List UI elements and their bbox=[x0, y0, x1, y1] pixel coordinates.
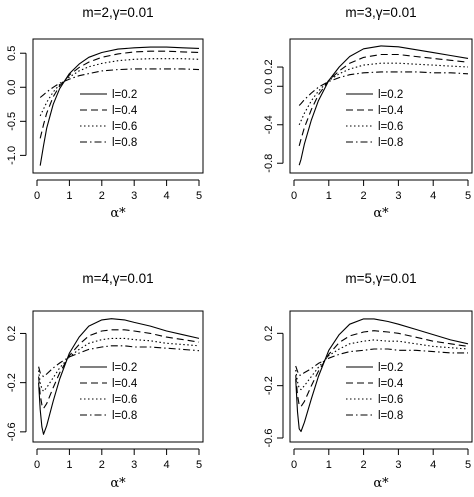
x-tick-label: 2 bbox=[99, 459, 105, 471]
x-tick-label: 4 bbox=[164, 190, 170, 202]
panel-title: m=2,γ=0.01 bbox=[82, 5, 153, 20]
legend-label: l=0.4 bbox=[378, 105, 404, 117]
x-tick-label: 2 bbox=[99, 190, 105, 202]
x-tick-label: 3 bbox=[395, 190, 401, 202]
series-line-4 bbox=[38, 345, 200, 378]
plot-frame bbox=[289, 38, 473, 174]
x-axis-label: α* bbox=[373, 476, 389, 491]
y-tick-label: -1.0 bbox=[6, 146, 18, 165]
series-line-2 bbox=[39, 50, 200, 139]
series-line-1 bbox=[38, 318, 200, 435]
x-tick-label: 3 bbox=[131, 459, 137, 471]
x-tick-label: 0 bbox=[291, 459, 297, 471]
x-axis-label: α* bbox=[110, 206, 126, 221]
y-tick-label: 0.0 bbox=[6, 80, 18, 95]
series-line-3 bbox=[295, 339, 469, 391]
legend-label: l=0.8 bbox=[378, 410, 403, 422]
legend-label: l=0.8 bbox=[112, 410, 137, 422]
x-tick-label: 2 bbox=[361, 459, 367, 471]
legend-label: l=0.6 bbox=[378, 121, 403, 133]
series-line-4 bbox=[39, 68, 200, 98]
x-tick-label: 4 bbox=[164, 459, 170, 471]
y-tick-label: -0.8 bbox=[263, 154, 275, 173]
x-tick-label: 2 bbox=[361, 190, 367, 202]
y-tick-label: -0.6 bbox=[6, 422, 18, 441]
panel-title: m=5,γ=0.01 bbox=[345, 271, 416, 286]
y-tick-label: -0.2 bbox=[263, 376, 275, 395]
x-tick-label: 1 bbox=[326, 459, 332, 471]
series-line-1 bbox=[295, 318, 469, 433]
legend-label: l=0.2 bbox=[378, 362, 403, 374]
x-tick-label: 5 bbox=[196, 459, 202, 471]
legend-label: l=0.8 bbox=[378, 137, 403, 149]
x-tick-label: 1 bbox=[326, 190, 332, 202]
series-line-3 bbox=[38, 337, 200, 392]
legend-label: l=0.6 bbox=[378, 394, 403, 406]
panel-2: m=3,γ=0.010 1 2 3 4 5-0.8-0.40.00.2α*l=0.2l=0… bbox=[263, 5, 473, 221]
legend-label: l=0.4 bbox=[112, 105, 138, 117]
y-tick-label: 0.2 bbox=[6, 326, 18, 341]
x-tick-label: 5 bbox=[465, 190, 471, 202]
y-tick-label: 0.2 bbox=[263, 59, 275, 74]
panel-title: m=3,γ=0.01 bbox=[345, 5, 416, 20]
legend-label: l=0.4 bbox=[378, 378, 404, 390]
y-tick-label: -0.5 bbox=[6, 112, 18, 131]
x-tick-label: 0 bbox=[291, 190, 297, 202]
legend-label: l=0.6 bbox=[112, 394, 137, 406]
x-tick-label: 0 bbox=[34, 190, 40, 202]
legend-label: l=0.2 bbox=[378, 89, 403, 101]
x-tick-label: 1 bbox=[66, 190, 72, 202]
series-line-3 bbox=[298, 62, 469, 126]
plot-frame bbox=[289, 310, 473, 443]
series-line-2 bbox=[295, 330, 469, 408]
legend-label: l=0.8 bbox=[112, 137, 137, 149]
x-tick-label: 3 bbox=[131, 190, 137, 202]
legend-label: l=0.2 bbox=[112, 89, 137, 101]
x-axis-label: α* bbox=[110, 476, 126, 491]
legend: l=0.2 l=0.4 l=0.6 l=0.8 bbox=[80, 362, 138, 422]
series-line-1 bbox=[298, 45, 469, 166]
legend-label: l=0.4 bbox=[112, 378, 138, 390]
x-tick-label: 1 bbox=[66, 459, 72, 471]
y-tick-label: -0.6 bbox=[263, 429, 275, 448]
x-tick-label: 4 bbox=[430, 459, 436, 471]
legend: l=0.2 l=0.4 l=0.6 l=0.8 bbox=[346, 89, 404, 149]
legend-label: l=0.6 bbox=[112, 121, 137, 133]
x-tick-label: 5 bbox=[196, 190, 202, 202]
y-tick-label: -0.4 bbox=[263, 115, 275, 134]
legend: l=0.2 l=0.4 l=0.6 l=0.8 bbox=[346, 362, 404, 422]
y-tick-label: -0.2 bbox=[6, 373, 18, 392]
series-line-3 bbox=[39, 58, 200, 117]
series-line-2 bbox=[38, 329, 200, 410]
x-axis-label: α* bbox=[373, 206, 389, 221]
x-tick-label: 0 bbox=[34, 459, 40, 471]
plot-frame bbox=[32, 310, 204, 443]
series-line-4 bbox=[298, 71, 469, 106]
series-line-1 bbox=[39, 46, 200, 166]
x-tick-label: 5 bbox=[465, 459, 471, 471]
plot-frame bbox=[32, 38, 204, 174]
series-line-4 bbox=[295, 348, 468, 376]
x-tick-label: 3 bbox=[395, 459, 401, 471]
y-tick-label: 0.2 bbox=[263, 326, 275, 341]
x-tick-label: 4 bbox=[430, 190, 436, 202]
legend-label: l=0.2 bbox=[112, 362, 137, 374]
legend: l=0.2 l=0.4 l=0.6 l=0.8 bbox=[80, 89, 138, 149]
panel-1: m=2,γ=0.010 1 2 3 4 5-1.0-0.50.00.5α*l=0.2l=0… bbox=[6, 5, 204, 221]
y-tick-label: 0.5 bbox=[6, 46, 18, 61]
series-line-2 bbox=[298, 53, 469, 147]
panel-4: m=5,γ=0.010 1 2 3 4 5-0.6-0.20.2α*l=0.2l=0.4l… bbox=[263, 271, 473, 491]
panel-title: m=4,γ=0.01 bbox=[82, 271, 153, 286]
y-tick-label: 0.0 bbox=[263, 79, 275, 94]
panel-3: m=4,γ=0.010 1 2 3 4 5-0.6-0.20.2α*l=0.2l=0.4l… bbox=[6, 271, 204, 491]
